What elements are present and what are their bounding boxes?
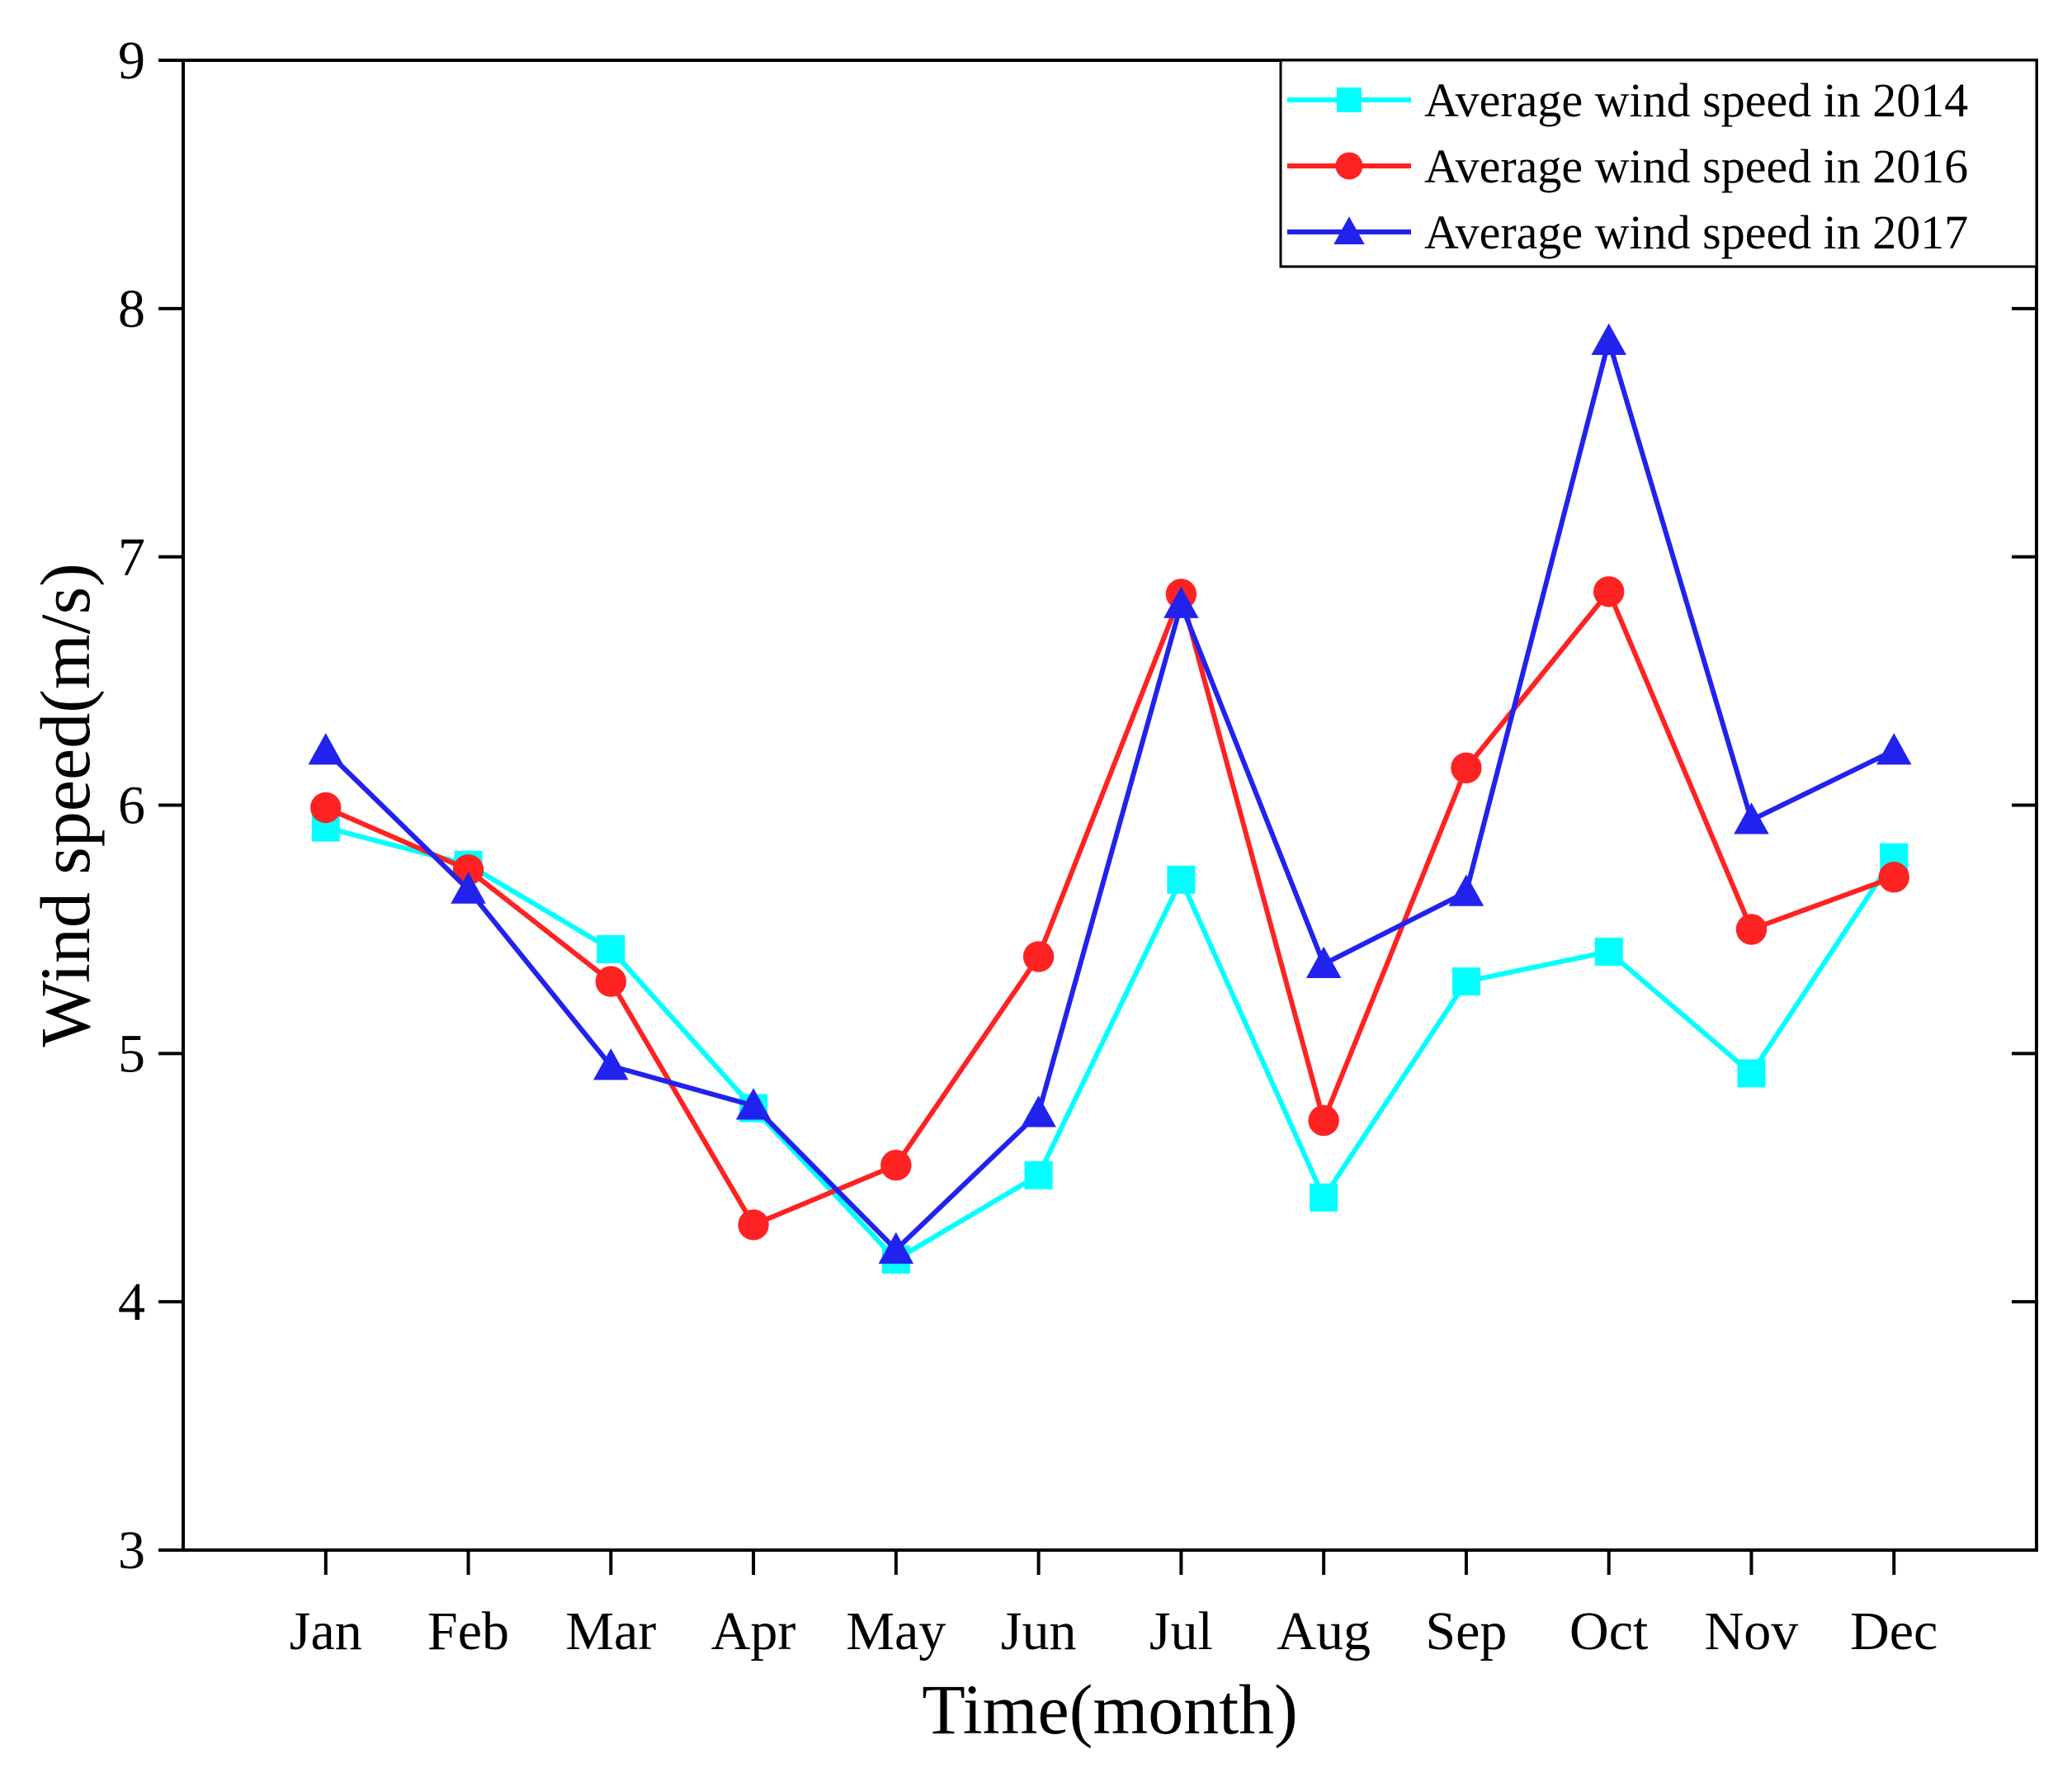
x-tick-label: Oct bbox=[1569, 1601, 1648, 1662]
y-tick-label: 7 bbox=[118, 527, 145, 588]
data-point bbox=[597, 934, 625, 963]
series-line bbox=[324, 589, 1895, 1227]
series-3 bbox=[308, 323, 1912, 1264]
x-tick-label: Jun bbox=[1001, 1601, 1077, 1662]
x-tick-label: Mar bbox=[565, 1601, 656, 1662]
data-point bbox=[1878, 862, 1909, 893]
x-axis-title: Time(month) bbox=[922, 1670, 1298, 1749]
y-tick-label: 4 bbox=[118, 1272, 145, 1332]
data-point bbox=[1308, 1104, 1339, 1137]
legend: Average wind speed in 2014 Average wind s… bbox=[1279, 59, 2038, 268]
y-tick-label: 8 bbox=[118, 279, 145, 339]
data-point bbox=[878, 1231, 914, 1264]
axes: 3 4 5 6 7 8 9 Jan Feb Mar Apr May Jun Jul Aug Sep Oct Nov… bbox=[118, 31, 2038, 1662]
data-point bbox=[1591, 323, 1626, 355]
x-tick-label: Sep bbox=[1425, 1601, 1507, 1662]
legend-label: Average wind speed in 2014 bbox=[1424, 73, 1968, 127]
data-point bbox=[1594, 937, 1623, 966]
x-tick-label: Feb bbox=[427, 1601, 509, 1662]
data-point bbox=[1021, 1095, 1056, 1127]
data-point bbox=[1163, 586, 1199, 618]
series-layer bbox=[308, 323, 1912, 1274]
legend-marker bbox=[1333, 216, 1365, 244]
data-point bbox=[1451, 967, 1480, 996]
x-tick-label: Apr bbox=[711, 1601, 796, 1662]
data-point bbox=[1022, 941, 1055, 972]
data-point bbox=[595, 966, 627, 997]
y-tick-label: 9 bbox=[118, 31, 145, 91]
data-point bbox=[738, 1209, 769, 1241]
y-tick-label: 3 bbox=[118, 1520, 145, 1581]
x-tick-label: May bbox=[846, 1601, 946, 1662]
data-point bbox=[1737, 1059, 1766, 1088]
y-tick-label: 5 bbox=[118, 1023, 145, 1084]
legend-label: Average wind speed in 2017 bbox=[1424, 206, 1968, 259]
data-point bbox=[1167, 865, 1196, 894]
series-line bbox=[323, 338, 1895, 1252]
data-point bbox=[1305, 946, 1342, 979]
data-point bbox=[310, 792, 342, 824]
x-tick-label: Nov bbox=[1705, 1601, 1799, 1662]
series-line bbox=[325, 825, 1896, 1263]
data-point bbox=[1735, 914, 1768, 945]
data-point bbox=[1593, 576, 1625, 607]
legend-label: Average wind speed in 2016 bbox=[1424, 139, 1968, 193]
data-point bbox=[451, 872, 486, 904]
y-tick-label: 6 bbox=[118, 776, 145, 836]
data-point bbox=[1876, 733, 1912, 765]
legend-marker bbox=[1337, 87, 1362, 112]
data-point bbox=[308, 733, 344, 765]
data-point bbox=[1451, 752, 1482, 784]
series-1 bbox=[311, 813, 1909, 1274]
plot-frame bbox=[182, 59, 2038, 1552]
series-2 bbox=[310, 576, 1909, 1241]
x-tick-label: Jan bbox=[290, 1601, 362, 1662]
x-tick-label: Aug bbox=[1277, 1601, 1371, 1662]
data-point bbox=[452, 854, 484, 886]
data-point bbox=[1310, 1183, 1338, 1212]
legend-marker bbox=[1335, 152, 1363, 180]
x-tick-label: Jul bbox=[1149, 1601, 1213, 1662]
data-point bbox=[1448, 874, 1484, 906]
data-point bbox=[593, 1048, 629, 1080]
x-tick-label: Dec bbox=[1850, 1601, 1937, 1662]
data-point bbox=[1024, 1161, 1053, 1189]
data-point bbox=[880, 1150, 912, 1181]
data-point bbox=[735, 1088, 772, 1120]
y-axis-title: Wind speed(m/s) bbox=[26, 563, 105, 1047]
data-point bbox=[1734, 802, 1769, 834]
